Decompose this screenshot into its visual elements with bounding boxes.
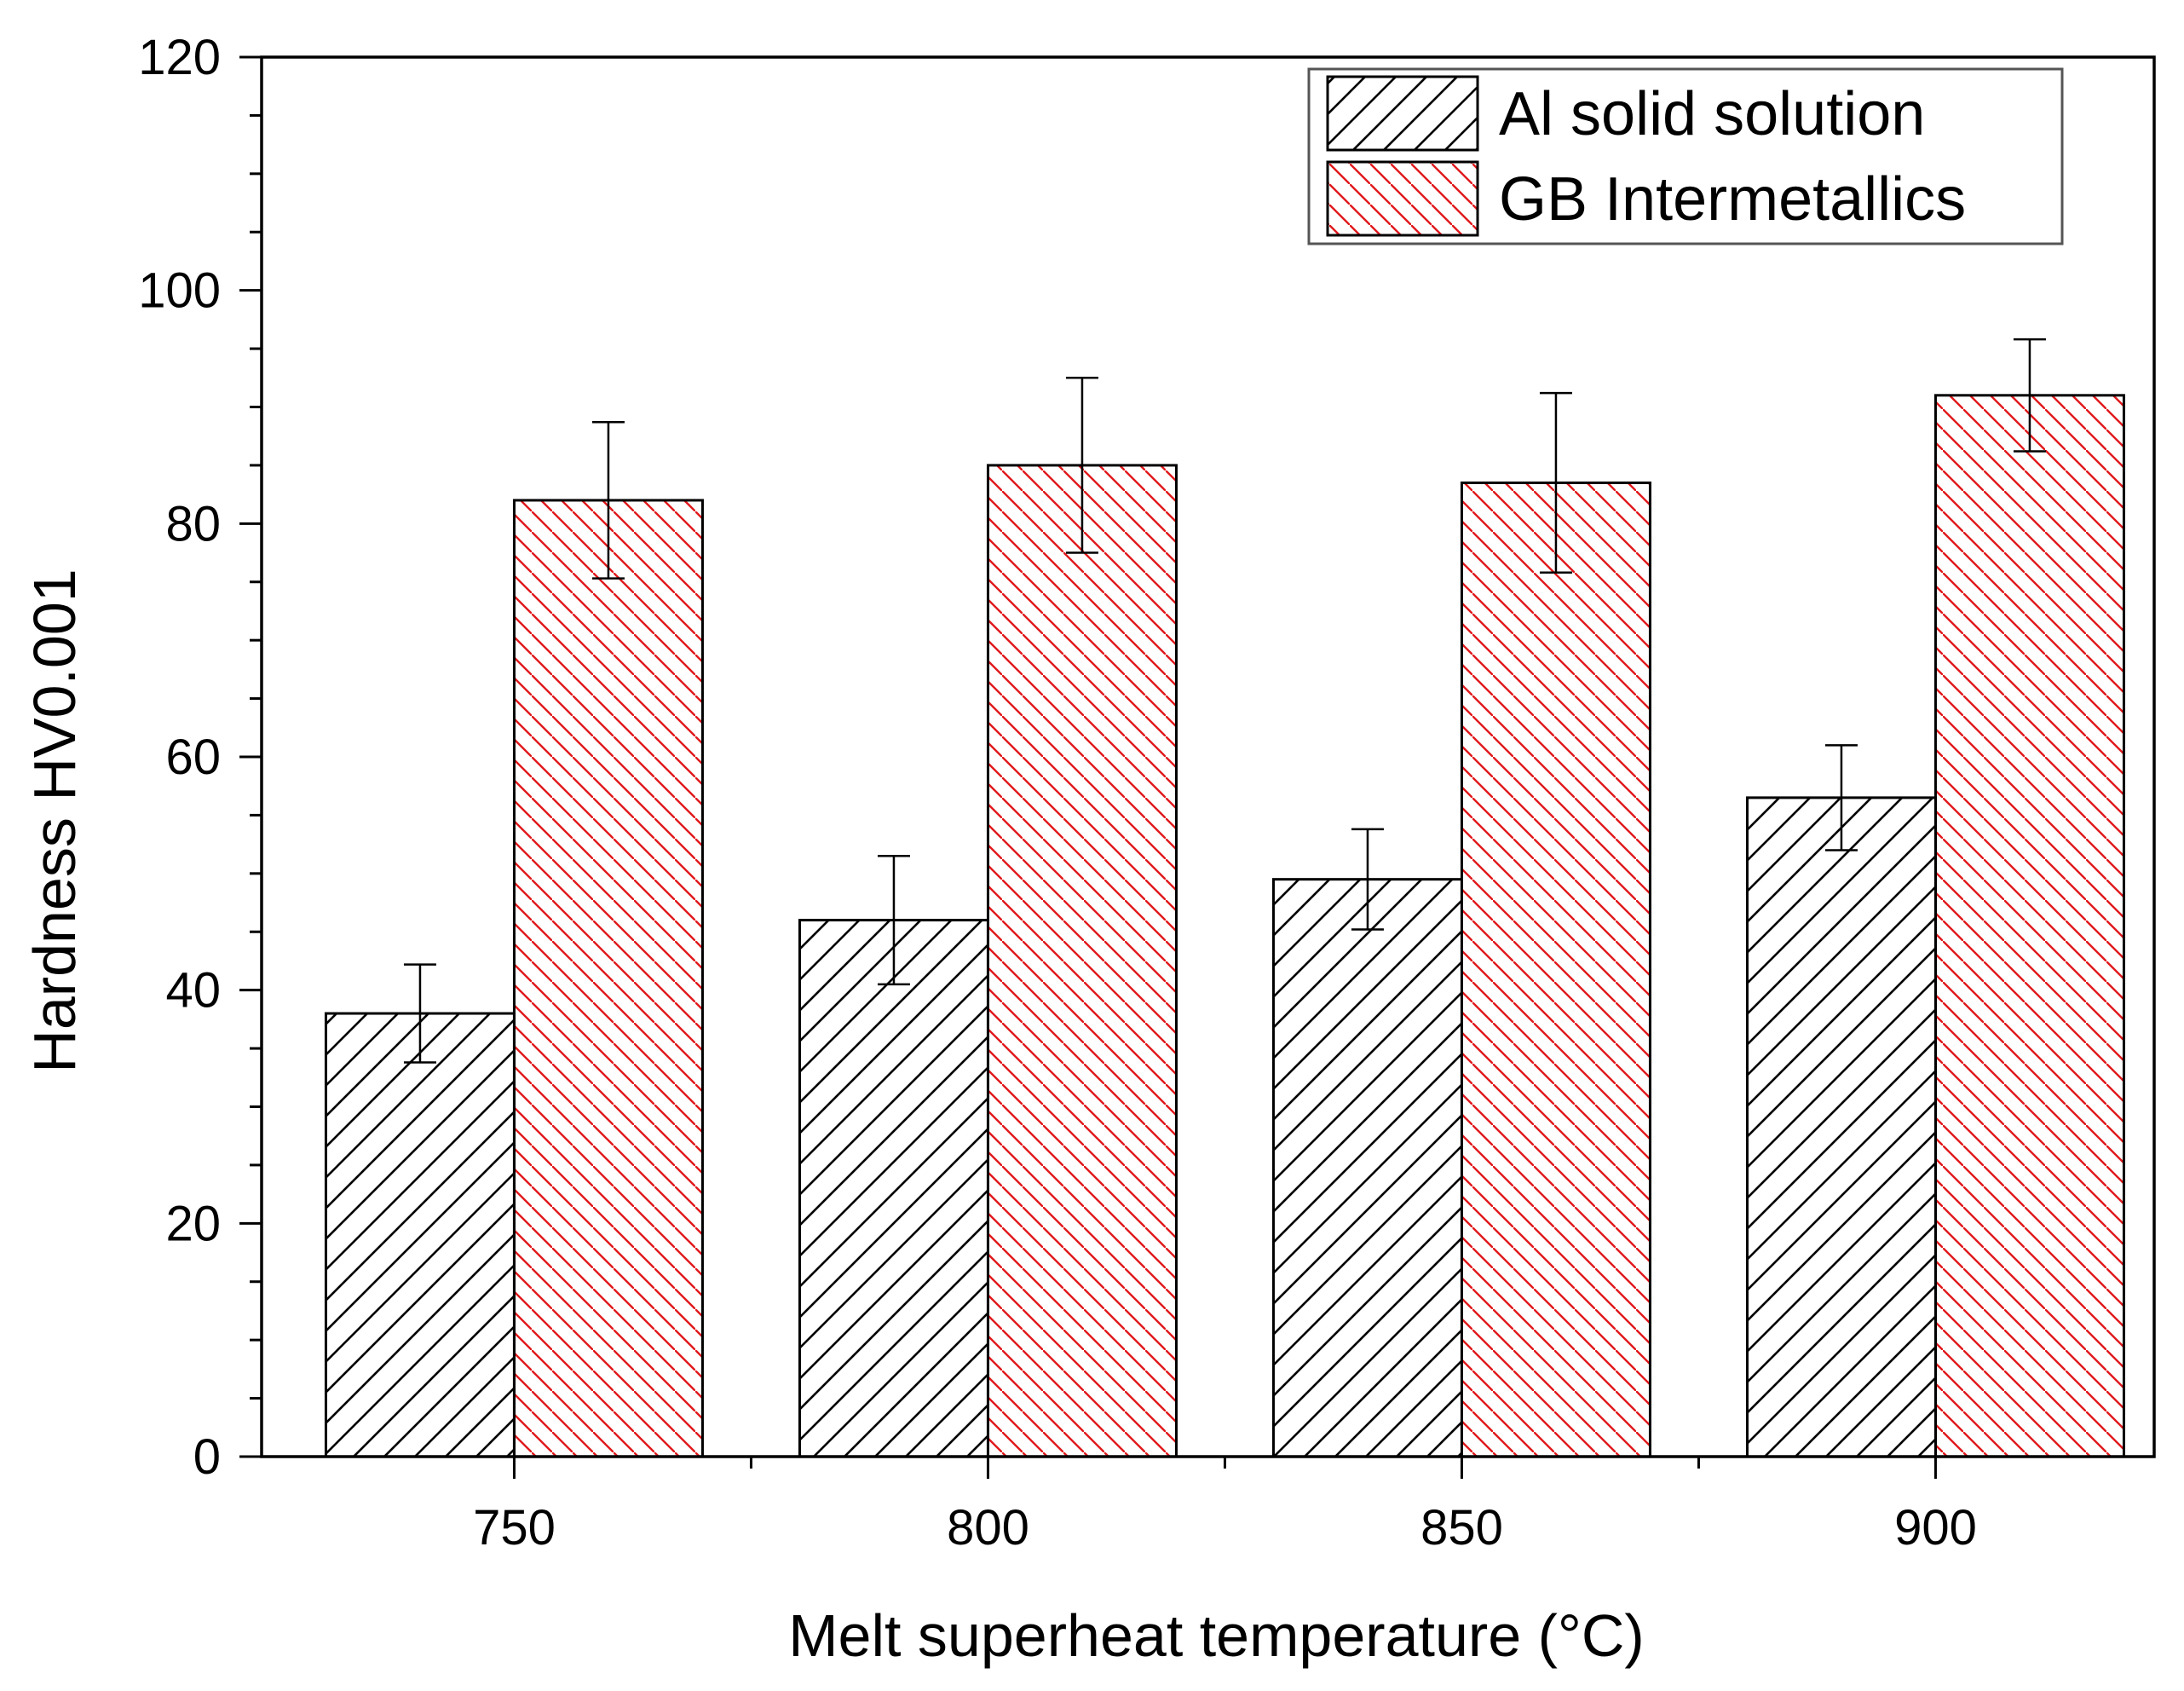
x-tick-label-850: 850 xyxy=(1420,1500,1503,1555)
y-tick-label-120: 120 xyxy=(138,30,221,85)
y-tick-label-0: 0 xyxy=(193,1429,221,1485)
legend-swatch-gb-intermetallics xyxy=(1326,160,1479,237)
y-tick-label-40: 40 xyxy=(165,963,221,1019)
y-tick-label-100: 100 xyxy=(138,263,221,319)
x-tick-label-800: 800 xyxy=(947,1500,1029,1555)
x-tick-label-900: 900 xyxy=(1894,1500,1977,1555)
y-tick-label-20: 20 xyxy=(165,1196,221,1251)
bar-al-solid-solution-850 xyxy=(1271,878,1463,1458)
axes: 750 800 850 900 0 20 40 60 80 100 120 Melt superhea… xyxy=(21,30,2156,1669)
x-axis-title: Melt superheat temperature (°C) xyxy=(788,1602,1645,1669)
legend: Al solid solution GB Intermetallics xyxy=(1307,67,2064,245)
bar-gb-intermetallics-850 xyxy=(1460,481,1651,1458)
bar-gb-intermetallics-900 xyxy=(1933,394,2125,1458)
legend-label-gb-intermetallics: GB Intermetallics xyxy=(1499,165,1966,234)
y-axis-title: Hardness HV0.001 xyxy=(21,568,88,1072)
x-tick-label-750: 750 xyxy=(473,1500,556,1555)
legend-swatch-al-solid-solution xyxy=(1326,75,1479,152)
y-tick-label-80: 80 xyxy=(165,496,221,551)
plot-area xyxy=(324,338,2125,1458)
bar-gb-intermetallics-750 xyxy=(512,499,704,1458)
legend-label-al-solid-solution: Al solid solution xyxy=(1499,80,1925,148)
bar-al-solid-solution-750 xyxy=(324,1012,516,1458)
bar-al-solid-solution-900 xyxy=(1745,796,1937,1458)
bar-al-solid-solution-800 xyxy=(798,919,989,1458)
y-tick-label-60: 60 xyxy=(165,730,221,785)
bar-gb-intermetallics-800 xyxy=(986,464,1178,1458)
